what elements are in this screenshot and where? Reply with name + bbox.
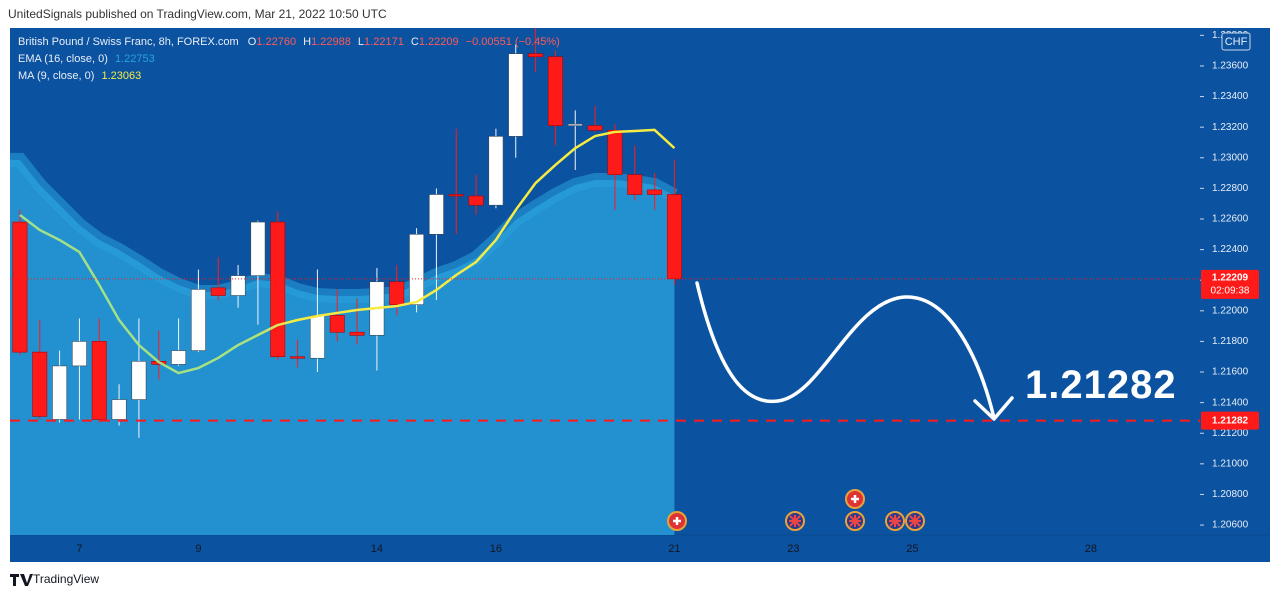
y-tick-label: 1.21200 [1212,428,1249,439]
candle-body [52,365,68,420]
candle-body [190,289,206,351]
candle-body [666,194,682,280]
candle-body [131,361,147,400]
candle-body [171,350,187,365]
price-box [1201,269,1259,299]
y-tick-label: 1.21800 [1212,336,1249,347]
ohlc-value: 1.22171 [364,36,404,48]
candle-body [468,195,484,206]
y-tick-label: 1.23000 [1212,152,1249,163]
ohlc-key: O [248,36,257,48]
candle-body [230,275,246,296]
currency-box [1221,32,1251,51]
y-tick-label: 1.23400 [1212,91,1249,102]
x-tick-label: 14 [371,543,383,555]
x-tick-label: 23 [787,543,799,555]
symbol-name: British Pound / Swiss Franc, 8h, FOREX.c… [18,36,239,48]
y-tick-label: 1.21600 [1212,367,1249,378]
y-tick-label: 1.22000 [1212,305,1249,316]
candle-body [111,399,127,420]
y-tick-label: 1.20800 [1212,489,1249,500]
candle-body [210,287,226,296]
candle-body [91,341,107,420]
ohlc-value: 1.22209 [419,36,459,48]
plot-area [10,28,1200,535]
y-tick-label: 1.22400 [1212,244,1249,255]
y-tick-label: 1.21000 [1212,458,1249,469]
legend-ema: EMA (16, close, 0) 1.22753 [18,53,155,65]
ma-line [19,128,676,375]
candle-body [528,53,544,58]
x-tick-label: 28 [1085,543,1097,555]
ma-value: 1.23063 [101,70,141,82]
ma-name: MA (9, close, 0) [18,70,94,82]
x-tick-label: 16 [490,543,502,555]
legend-line: British Pound / Swiss Franc, 8h, FOREX.c… [18,36,560,48]
candle-body [349,331,365,336]
ohlc-value: 1.22760 [256,36,296,48]
x-tick-label: 21 [668,543,680,555]
candle-body [290,356,306,359]
candle-body [428,194,444,235]
candle-body [508,53,524,137]
candle-body [627,174,643,195]
candle-body [607,129,623,175]
ohlc-key: L [358,36,364,48]
forecast-arrow [695,281,996,420]
candle-body [270,221,286,358]
y-tick-label: 1.20600 [1212,520,1249,531]
ema-name: EMA (16, close, 0) [18,53,108,65]
change: −0.00551 (−0.45%) [466,36,560,48]
event-icon-flag [849,515,861,527]
legend-ma: MA (9, close, 0) 1.23063 [18,70,141,82]
y-tick-label: 1.23200 [1212,122,1249,133]
x-tick-label: 25 [906,543,918,555]
event-icon-flag [789,515,801,527]
x-tick-label: 7 [76,543,82,555]
arrow-head [973,396,1014,421]
candle-body [32,351,48,417]
ema-area [10,159,675,535]
y-tick-label: 1.23600 [1212,61,1249,72]
ohlc-key: H [303,36,311,48]
countdown: 02:09:38 [1211,285,1250,296]
y-tick-label: 1.21400 [1212,397,1249,408]
target-label: 1.21282 [1212,415,1249,426]
candle-body [309,315,325,359]
event-icon-flag [909,515,921,527]
publish-header: UnitedSignals published on TradingView.c… [8,7,387,21]
event-icons [667,489,925,531]
overlay: 1.21282 [10,281,1200,531]
candle-body [647,189,663,195]
currency: CHF [1225,36,1248,48]
ema-value: 1.22753 [115,53,155,65]
candle-body [409,233,425,305]
ohlc-key: C [411,36,419,48]
y-tick-label: 1.22600 [1212,214,1249,225]
target-box [1201,411,1259,430]
price-label: 1.22209 [1212,272,1249,283]
candle-body [12,221,28,353]
candle-body [71,341,87,367]
candle-body [488,136,504,206]
legend: British Pound / Swiss Franc, 8h, FOREX.c… [18,36,560,82]
candle-body [250,221,266,276]
candle-body [329,315,345,333]
tv-logo [10,574,33,586]
ohlc-value: 1.22988 [311,36,351,48]
candle-body [389,281,405,305]
candle-body [547,56,563,126]
target-annotation: 1.21282 [1025,363,1177,407]
candle-body [448,194,464,197]
candle-body [587,125,603,131]
event-icon-cross [851,495,859,503]
candle-body [567,123,583,126]
footer: TradingView [33,572,99,586]
event-icon-cross [673,517,681,525]
y-tick-label: 1.22800 [1212,183,1249,194]
event-icon-flag [889,515,901,527]
x-tick-label: 9 [195,543,201,555]
